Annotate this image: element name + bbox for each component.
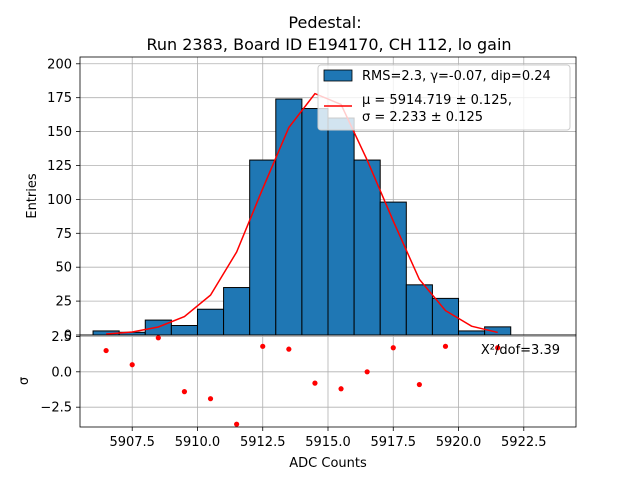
chi2-annotation: X²/dof=3.39 <box>481 343 560 358</box>
histogram-bar <box>223 287 251 336</box>
residual-point <box>234 421 240 427</box>
residual-point <box>260 343 266 349</box>
bottom-ylabel: σ <box>17 377 32 385</box>
histogram-bar <box>353 159 381 336</box>
top-y-tick-label: 75 <box>55 227 72 242</box>
histogram-bar <box>196 308 225 336</box>
bottom-panel: −2.5 0.0 2.5 σ X²/dof=3.39 <box>17 330 577 428</box>
histogram-bar <box>405 284 433 336</box>
residual-point <box>181 389 188 395</box>
residual-point <box>390 345 396 351</box>
residual-point <box>286 346 292 352</box>
histogram-bar <box>275 98 303 336</box>
residual-point <box>364 369 370 375</box>
histogram-bar <box>379 201 407 336</box>
chart-title-line2: Run 2383, Board ID E194170, CH 112, lo g… <box>146 35 511 54</box>
top-y-tick-label: 0 <box>64 329 72 344</box>
legend-entry-mu: μ = 5914.719 ± 0.125, <box>362 93 512 108</box>
top-y-tick-label: 125 <box>47 159 72 174</box>
top-y-tick-label: 100 <box>47 193 72 208</box>
legend-patch-swatch <box>323 69 353 82</box>
x-tick-label: 5910.0 <box>175 435 221 450</box>
x-tick-label: 5917.5 <box>371 435 417 450</box>
top-y-tick-label: 50 <box>55 261 72 276</box>
bottom-y-tick-label: 0.0 <box>51 365 72 380</box>
legend: RMS=2.3, γ=-0.07, dip=0.24 μ = 5914.719 … <box>317 64 571 131</box>
residual-point <box>442 343 449 349</box>
residual-point <box>103 347 109 354</box>
histogram-bar <box>327 117 355 336</box>
residual-point <box>155 335 161 341</box>
histogram-bar <box>170 325 198 336</box>
top-y-tick-label: 200 <box>47 57 72 72</box>
x-axis-label: ADC Counts <box>289 456 367 471</box>
x-tick-label: 5907.5 <box>109 435 155 450</box>
x-tick-label: 5922.5 <box>501 435 547 450</box>
x-tick-label: 5920.0 <box>436 435 482 450</box>
histogram-bar <box>458 330 486 336</box>
histogram-bar <box>301 108 329 336</box>
fit-curve <box>106 92 498 335</box>
legend-entry-sigma: σ = 2.233 ± 0.125 <box>362 110 483 125</box>
residual-point <box>416 381 422 388</box>
bottom-y-tick-label: −2.5 <box>40 401 72 416</box>
residual-point <box>338 386 344 392</box>
legend-entry-rms: RMS=2.3, γ=-0.07, dip=0.24 <box>362 69 551 84</box>
residual-point <box>207 396 214 402</box>
residual-point <box>312 380 318 386</box>
residual-point <box>495 345 501 351</box>
top-panel: 0 25 50 75 100 125 150 175 200 Entries RMS=2.3, … <box>25 56 577 344</box>
top-y-tick-label: 175 <box>47 91 72 106</box>
top-ylabel: Entries <box>25 173 40 219</box>
histogram-bar <box>249 159 277 336</box>
residual-point <box>129 362 135 368</box>
top-y-tick-label: 25 <box>55 295 72 310</box>
x-tick-label: 5915.0 <box>305 435 351 450</box>
chart-title-line1: Pedestal: <box>288 13 361 32</box>
legend-box <box>317 64 571 131</box>
top-y-tick-label: 150 <box>47 125 72 140</box>
bottom-y-tick-label: 2.5 <box>51 330 72 345</box>
x-tick-label: 5912.5 <box>240 435 286 450</box>
